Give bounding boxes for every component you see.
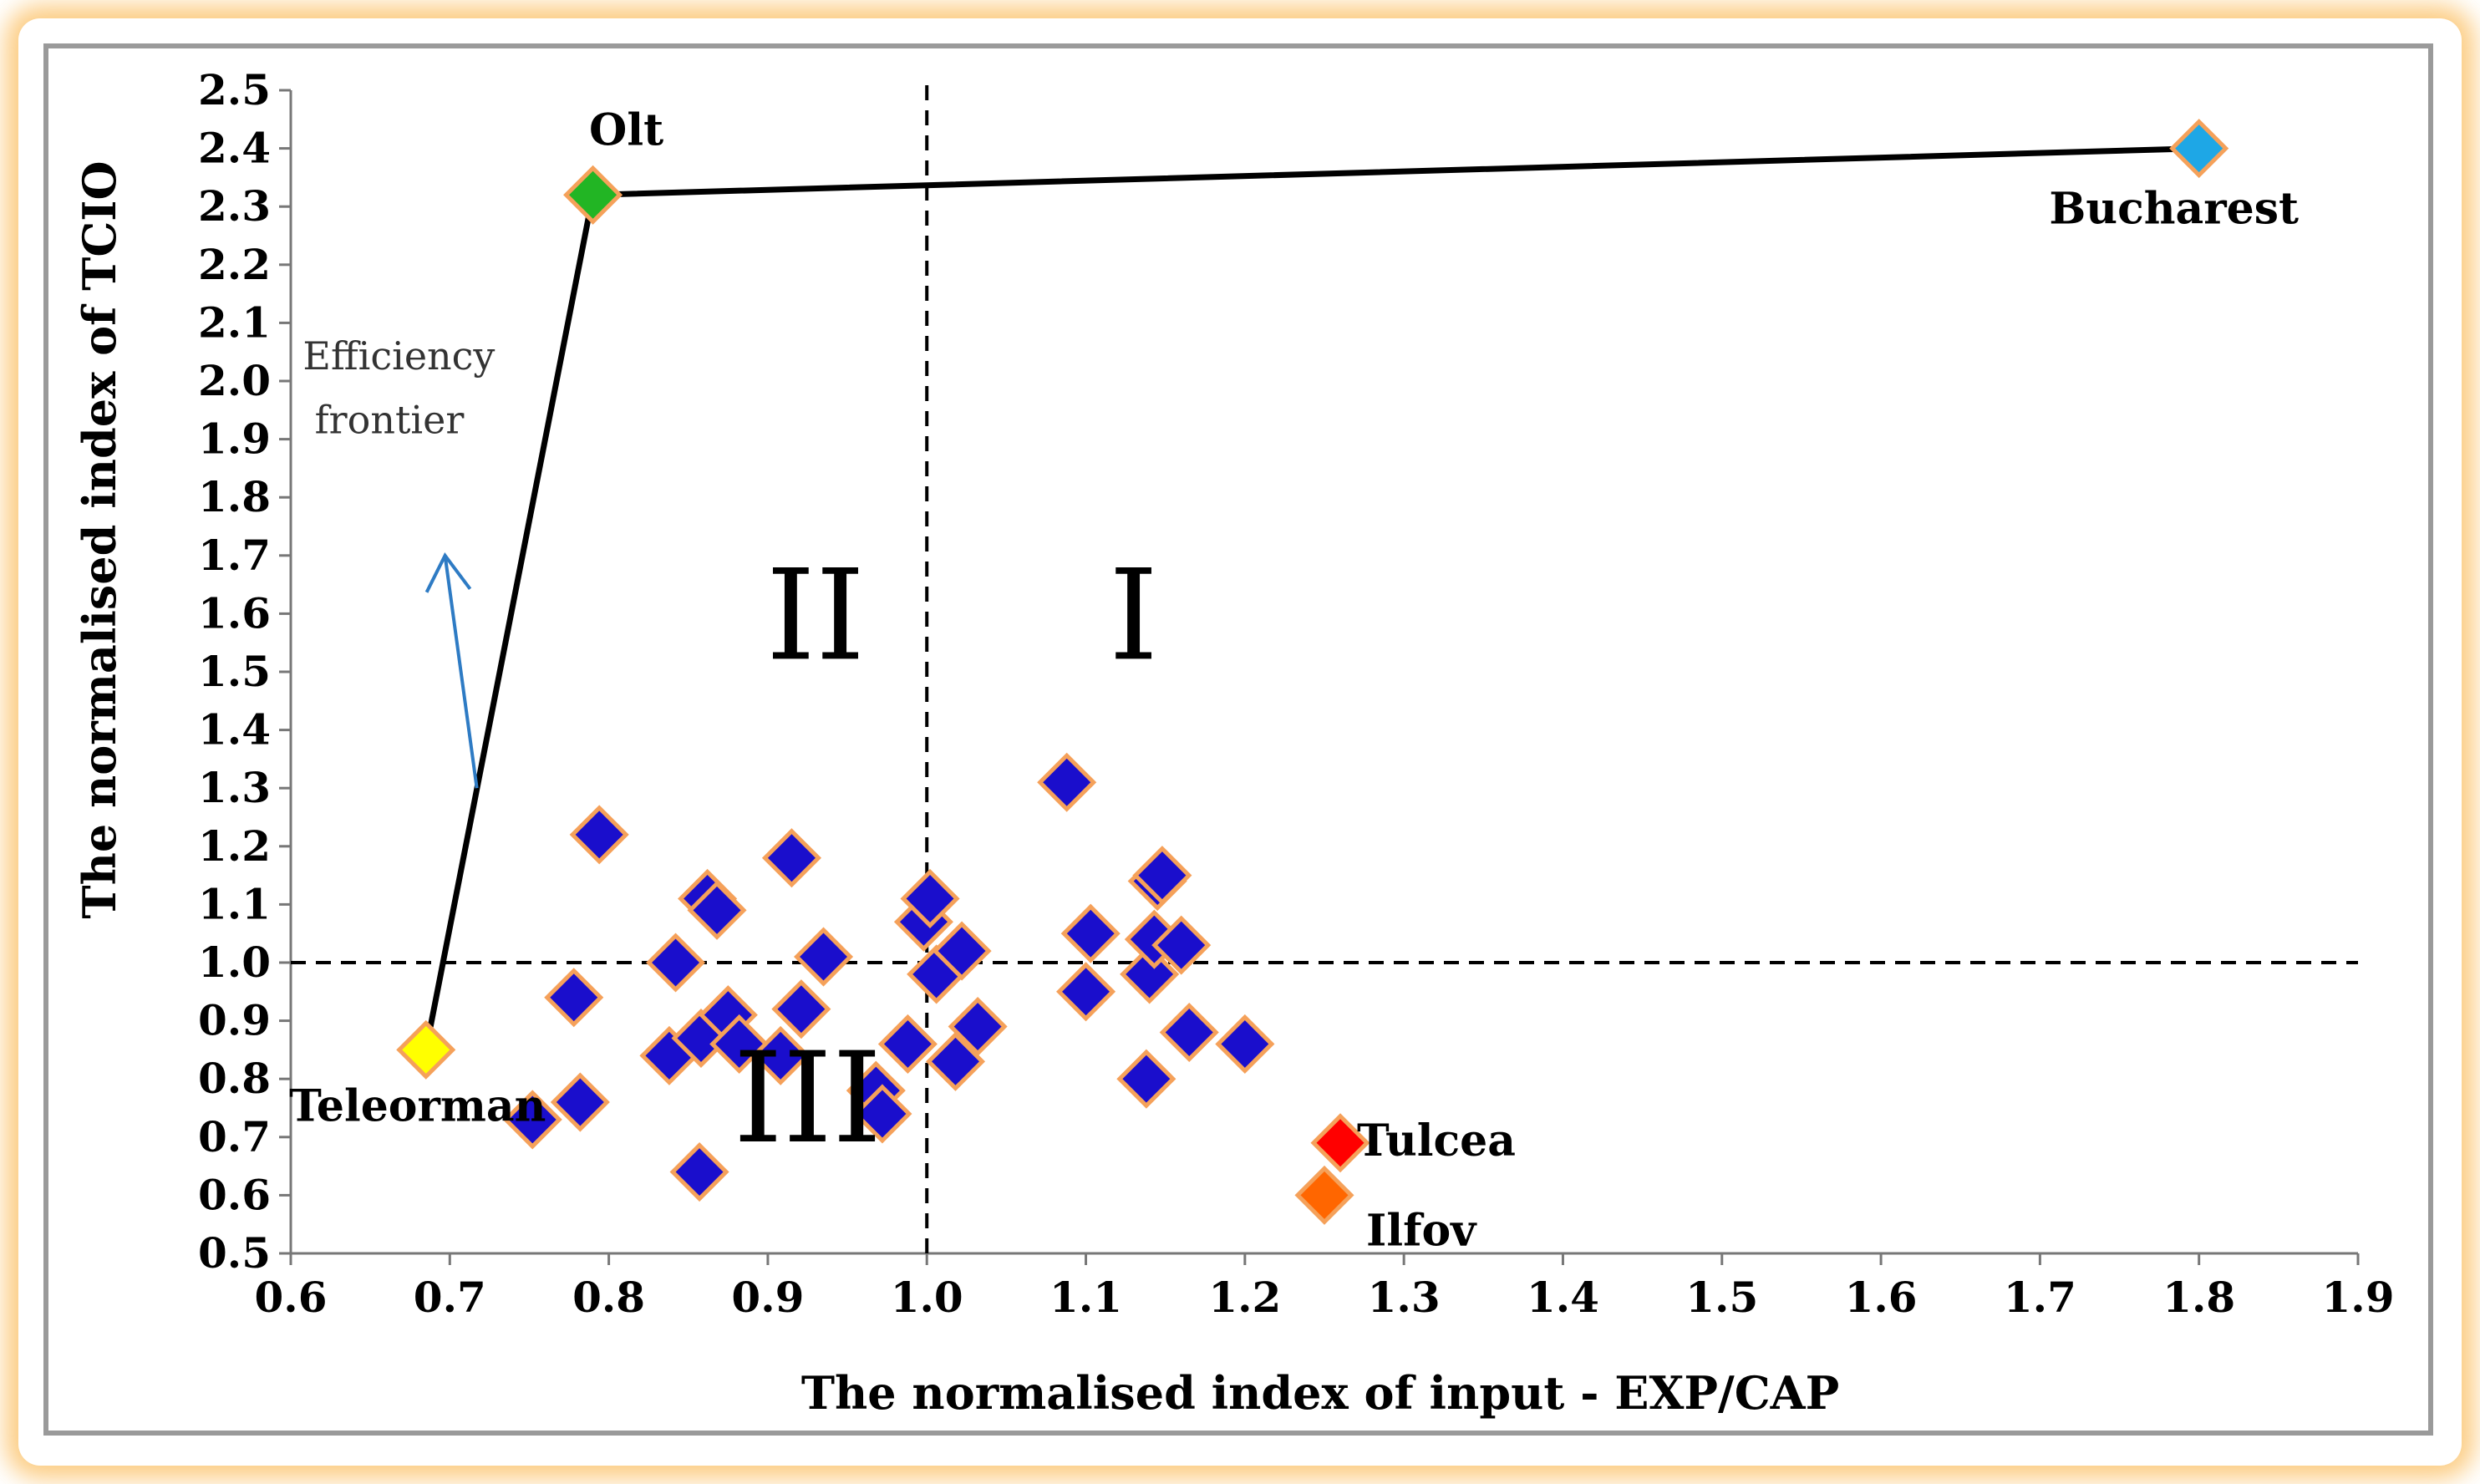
annotations: EfficiencyfrontierIIIIIIOltBucharestTele…: [289, 104, 2299, 1256]
label-olt: Olt: [589, 104, 663, 155]
y-tick-label: 1.7: [198, 531, 271, 580]
y-tick-label: 1.3: [198, 763, 271, 812]
x-tick-label: 1.9: [2322, 1273, 2395, 1322]
x-tick-label: 0.9: [731, 1273, 804, 1322]
county-point: [1037, 752, 1097, 812]
y-tick-label: 0.8: [198, 1054, 271, 1103]
frontier-arrow-head: [424, 552, 472, 593]
x-tick-label: 1.3: [1368, 1273, 1441, 1322]
x-tick-label: 1.6: [1845, 1273, 1918, 1322]
x-tick-label: 0.6: [255, 1273, 328, 1322]
county-point: [948, 997, 1008, 1057]
county-point: [550, 1072, 610, 1132]
y-tick-label: 2.0: [198, 356, 271, 405]
y-tick-label: 1.8: [198, 472, 271, 521]
reference-lines: [291, 79, 2358, 1253]
chart-frame: [43, 43, 2433, 1436]
label-bucharest: Bucharest: [2049, 184, 2299, 235]
county-point: [569, 805, 629, 865]
y-tick-label: 1.0: [198, 938, 271, 987]
y-tick-label: 0.6: [198, 1170, 271, 1219]
county-point: [1215, 1014, 1275, 1074]
county-point: [669, 1142, 729, 1202]
county-point: [1132, 846, 1192, 906]
county-point: [1060, 903, 1121, 963]
county-point: [1056, 962, 1116, 1022]
x-tick-label: 1.5: [1685, 1273, 1758, 1322]
x-tick-label: 1.8: [2162, 1273, 2235, 1322]
quadrant-label-i: I: [1109, 543, 1158, 689]
y-tick-label: 1.4: [198, 705, 271, 755]
county-point: [877, 1014, 938, 1074]
y-tick-label: 1.6: [198, 588, 271, 638]
county-point: [502, 1090, 562, 1150]
y-tick-label: 1.5: [198, 647, 271, 696]
frontier-label-line1: Efficiency: [302, 333, 495, 379]
county-point: [1151, 915, 1212, 975]
county-point: [709, 1014, 770, 1074]
county-point: [544, 968, 604, 1028]
y-tick-label: 2.5: [198, 65, 271, 114]
county-point: [1159, 1002, 1219, 1063]
y-tick-label: 0.9: [198, 996, 271, 1045]
y-tick-label: 1.2: [198, 821, 271, 871]
x-tick-label: 1.2: [1208, 1273, 1281, 1322]
x-tick-label: 0.8: [572, 1273, 645, 1322]
county-point: [1120, 944, 1180, 1004]
y-tick-label: 0.7: [198, 1112, 271, 1161]
label-ilfov: Ilfov: [1366, 1205, 1477, 1256]
x-tick-label: 1.1: [1049, 1273, 1122, 1322]
x-tick-label: 0.7: [414, 1273, 486, 1322]
y-tick-label: 2.4: [198, 124, 271, 173]
point-teleorman: [396, 1019, 456, 1080]
point-tulcea: [1310, 1113, 1370, 1173]
county-point: [687, 880, 747, 940]
county-point: [761, 828, 822, 888]
y-tick-label: 1.9: [198, 414, 271, 464]
y-axis-title: The normalised index of TCIO: [73, 160, 126, 918]
y-tick-label: 2.2: [198, 240, 271, 289]
county-point: [771, 979, 831, 1039]
point-olt: [563, 165, 623, 225]
label-tulcea: Tulcea: [1357, 1116, 1516, 1166]
y-tick-label: 2.3: [198, 181, 271, 231]
quadrant-label-iii: III: [734, 1026, 882, 1171]
axes: 0.6 0.7 0.8 0.9 1.0 1.1 1.2 1.3 1.4 1.5 1.6 1.7 1.8 1…: [198, 65, 2395, 1322]
x-tick-label: 1.4: [1527, 1273, 1599, 1322]
point-ilfov: [1294, 1165, 1354, 1225]
y-tick-label: 0.5: [198, 1228, 271, 1278]
x-tick-label: 1.7: [2004, 1273, 2076, 1322]
county-point: [793, 927, 854, 987]
label-teleorman: Teleorman: [289, 1080, 546, 1131]
frontier-label-line2: frontier: [315, 398, 465, 443]
y-tick-label: 2.1: [198, 297, 271, 347]
y-tick-label: 1.1: [198, 879, 271, 928]
quadrant-label-ii: II: [766, 543, 866, 689]
county-point: [646, 933, 706, 993]
county-point: [932, 921, 992, 981]
x-tick-label: 1.0: [891, 1273, 963, 1322]
county-point: [1116, 1049, 1176, 1109]
frontier-arrow-shaft: [443, 555, 479, 789]
county-point: [750, 1025, 811, 1085]
data-points: [396, 119, 2229, 1225]
county-point: [852, 1084, 912, 1144]
point-bucharest: [2169, 119, 2229, 179]
county-point: [925, 1031, 986, 1091]
x-axis-title: The normalised index of input - EXP/CAP: [801, 1366, 1839, 1420]
county-point: [900, 868, 960, 928]
